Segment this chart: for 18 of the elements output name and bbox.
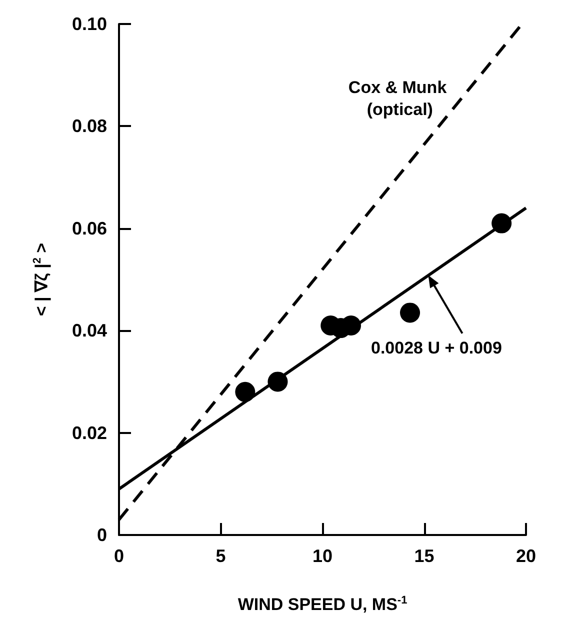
y-tick-label: 0.08 <box>72 116 107 136</box>
x-tick-label: 15 <box>414 546 434 566</box>
series-label: 0.0028 U + 0.009 <box>371 338 502 358</box>
series-label: Cox & Munk (optical) <box>348 78 452 120</box>
y-tick-label: 0 <box>96 525 107 545</box>
x-tick-label: 20 <box>516 546 536 566</box>
x-tick-label: 0 <box>114 546 124 566</box>
point <box>235 382 256 402</box>
x-tick-label: 5 <box>216 546 226 566</box>
y-tick-label: 0.10 <box>72 14 107 34</box>
y-axis-title: < | ∇ζ |2 > <box>32 242 51 316</box>
x-tick-label: 10 <box>312 546 333 566</box>
point <box>400 302 420 323</box>
point <box>492 213 512 234</box>
y-tick-label: 0.04 <box>72 320 107 341</box>
y-tick-label: 0.06 <box>72 218 107 238</box>
y-tick-label: 0.02 <box>72 422 107 443</box>
point <box>268 372 288 392</box>
